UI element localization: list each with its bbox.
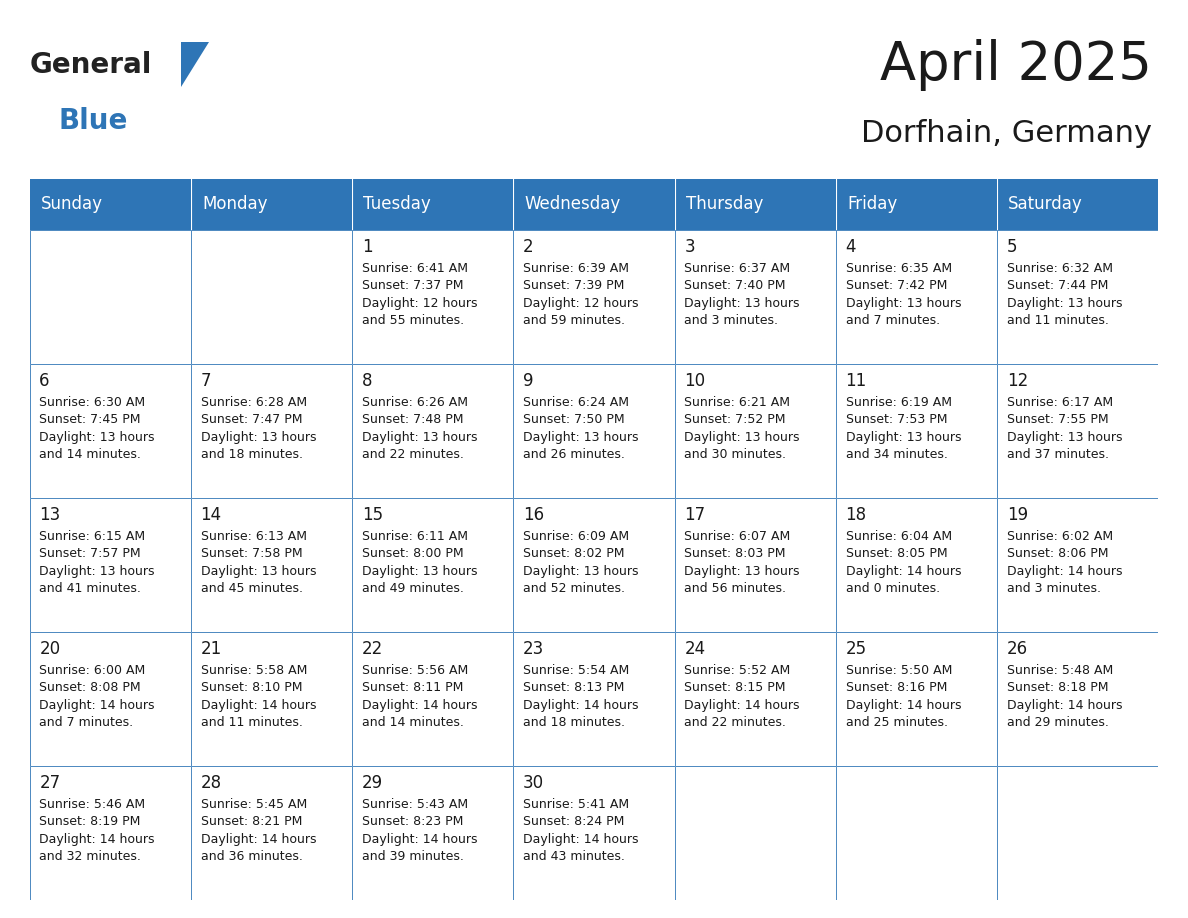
Text: 4: 4 (846, 238, 857, 255)
Text: 14: 14 (201, 506, 222, 523)
Text: 10: 10 (684, 372, 706, 389)
Text: Sunrise: 6:00 AM
Sunset: 8:08 PM
Daylight: 14 hours
and 7 minutes.: Sunrise: 6:00 AM Sunset: 8:08 PM Dayligh… (39, 664, 154, 729)
Text: Sunrise: 5:48 AM
Sunset: 8:18 PM
Daylight: 14 hours
and 29 minutes.: Sunrise: 5:48 AM Sunset: 8:18 PM Dayligh… (1006, 664, 1123, 729)
Text: Sunrise: 6:30 AM
Sunset: 7:45 PM
Daylight: 13 hours
and 14 minutes.: Sunrise: 6:30 AM Sunset: 7:45 PM Dayligh… (39, 396, 154, 461)
Text: Friday: Friday (847, 196, 897, 213)
Text: Sunrise: 6:39 AM
Sunset: 7:39 PM
Daylight: 12 hours
and 59 minutes.: Sunrise: 6:39 AM Sunset: 7:39 PM Dayligh… (523, 262, 639, 327)
Text: Sunrise: 6:09 AM
Sunset: 8:02 PM
Daylight: 13 hours
and 52 minutes.: Sunrise: 6:09 AM Sunset: 8:02 PM Dayligh… (523, 530, 639, 595)
Text: 17: 17 (684, 506, 706, 523)
Text: Wednesday: Wednesday (525, 196, 621, 213)
Text: 2: 2 (523, 238, 533, 255)
Text: Sunrise: 6:13 AM
Sunset: 7:58 PM
Daylight: 13 hours
and 45 minutes.: Sunrise: 6:13 AM Sunset: 7:58 PM Dayligh… (201, 530, 316, 595)
Text: Sunrise: 5:58 AM
Sunset: 8:10 PM
Daylight: 14 hours
and 11 minutes.: Sunrise: 5:58 AM Sunset: 8:10 PM Dayligh… (201, 664, 316, 729)
Text: Sunrise: 6:07 AM
Sunset: 8:03 PM
Daylight: 13 hours
and 56 minutes.: Sunrise: 6:07 AM Sunset: 8:03 PM Dayligh… (684, 530, 800, 595)
Text: 13: 13 (39, 506, 61, 523)
Polygon shape (181, 42, 209, 87)
Text: 23: 23 (523, 640, 544, 657)
Text: 8: 8 (362, 372, 372, 389)
Text: Sunrise: 6:28 AM
Sunset: 7:47 PM
Daylight: 13 hours
and 18 minutes.: Sunrise: 6:28 AM Sunset: 7:47 PM Dayligh… (201, 396, 316, 461)
Text: 30: 30 (523, 774, 544, 791)
Text: April 2025: April 2025 (880, 39, 1152, 92)
Text: Saturday: Saturday (1009, 196, 1083, 213)
Text: Sunday: Sunday (40, 196, 103, 213)
Text: 20: 20 (39, 640, 61, 657)
Text: 26: 26 (1006, 640, 1028, 657)
Text: Sunrise: 6:24 AM
Sunset: 7:50 PM
Daylight: 13 hours
and 26 minutes.: Sunrise: 6:24 AM Sunset: 7:50 PM Dayligh… (523, 396, 639, 461)
Text: General: General (30, 50, 152, 79)
Text: Sunrise: 6:11 AM
Sunset: 8:00 PM
Daylight: 13 hours
and 49 minutes.: Sunrise: 6:11 AM Sunset: 8:00 PM Dayligh… (362, 530, 478, 595)
Text: 12: 12 (1006, 372, 1028, 389)
Text: 21: 21 (201, 640, 222, 657)
Text: Sunrise: 5:54 AM
Sunset: 8:13 PM
Daylight: 14 hours
and 18 minutes.: Sunrise: 5:54 AM Sunset: 8:13 PM Dayligh… (523, 664, 639, 729)
Text: 22: 22 (362, 640, 383, 657)
Text: 24: 24 (684, 640, 706, 657)
Text: 28: 28 (201, 774, 222, 791)
Text: 7: 7 (201, 372, 211, 389)
Text: Blue: Blue (58, 106, 127, 135)
Text: Sunrise: 5:45 AM
Sunset: 8:21 PM
Daylight: 14 hours
and 36 minutes.: Sunrise: 5:45 AM Sunset: 8:21 PM Dayligh… (201, 798, 316, 863)
Text: Sunrise: 6:37 AM
Sunset: 7:40 PM
Daylight: 13 hours
and 3 minutes.: Sunrise: 6:37 AM Sunset: 7:40 PM Dayligh… (684, 262, 800, 327)
Text: 11: 11 (846, 372, 867, 389)
Text: 19: 19 (1006, 506, 1028, 523)
Text: Sunrise: 5:46 AM
Sunset: 8:19 PM
Daylight: 14 hours
and 32 minutes.: Sunrise: 5:46 AM Sunset: 8:19 PM Dayligh… (39, 798, 154, 863)
Text: Sunrise: 5:50 AM
Sunset: 8:16 PM
Daylight: 14 hours
and 25 minutes.: Sunrise: 5:50 AM Sunset: 8:16 PM Dayligh… (846, 664, 961, 729)
Text: 29: 29 (362, 774, 383, 791)
Text: 15: 15 (362, 506, 383, 523)
Text: 6: 6 (39, 372, 50, 389)
Text: 9: 9 (523, 372, 533, 389)
Text: 3: 3 (684, 238, 695, 255)
Text: Sunrise: 6:41 AM
Sunset: 7:37 PM
Daylight: 12 hours
and 55 minutes.: Sunrise: 6:41 AM Sunset: 7:37 PM Dayligh… (362, 262, 478, 327)
Text: 5: 5 (1006, 238, 1017, 255)
Text: Sunrise: 6:17 AM
Sunset: 7:55 PM
Daylight: 13 hours
and 37 minutes.: Sunrise: 6:17 AM Sunset: 7:55 PM Dayligh… (1006, 396, 1123, 461)
Text: Monday: Monday (202, 196, 267, 213)
Text: Tuesday: Tuesday (364, 196, 431, 213)
Text: Thursday: Thursday (685, 196, 763, 213)
Text: Sunrise: 6:26 AM
Sunset: 7:48 PM
Daylight: 13 hours
and 22 minutes.: Sunrise: 6:26 AM Sunset: 7:48 PM Dayligh… (362, 396, 478, 461)
Text: 18: 18 (846, 506, 866, 523)
Text: Sunrise: 6:19 AM
Sunset: 7:53 PM
Daylight: 13 hours
and 34 minutes.: Sunrise: 6:19 AM Sunset: 7:53 PM Dayligh… (846, 396, 961, 461)
Text: Sunrise: 5:43 AM
Sunset: 8:23 PM
Daylight: 14 hours
and 39 minutes.: Sunrise: 5:43 AM Sunset: 8:23 PM Dayligh… (362, 798, 478, 863)
Text: Sunrise: 6:35 AM
Sunset: 7:42 PM
Daylight: 13 hours
and 7 minutes.: Sunrise: 6:35 AM Sunset: 7:42 PM Dayligh… (846, 262, 961, 327)
Text: 1: 1 (362, 238, 373, 255)
Text: Dorfhain, Germany: Dorfhain, Germany (861, 119, 1152, 148)
Text: Sunrise: 6:15 AM
Sunset: 7:57 PM
Daylight: 13 hours
and 41 minutes.: Sunrise: 6:15 AM Sunset: 7:57 PM Dayligh… (39, 530, 154, 595)
Text: 27: 27 (39, 774, 61, 791)
Text: 16: 16 (523, 506, 544, 523)
Text: Sunrise: 5:56 AM
Sunset: 8:11 PM
Daylight: 14 hours
and 14 minutes.: Sunrise: 5:56 AM Sunset: 8:11 PM Dayligh… (362, 664, 478, 729)
Text: Sunrise: 6:02 AM
Sunset: 8:06 PM
Daylight: 14 hours
and 3 minutes.: Sunrise: 6:02 AM Sunset: 8:06 PM Dayligh… (1006, 530, 1123, 595)
Text: 25: 25 (846, 640, 866, 657)
Text: Sunrise: 6:32 AM
Sunset: 7:44 PM
Daylight: 13 hours
and 11 minutes.: Sunrise: 6:32 AM Sunset: 7:44 PM Dayligh… (1006, 262, 1123, 327)
Text: Sunrise: 6:21 AM
Sunset: 7:52 PM
Daylight: 13 hours
and 30 minutes.: Sunrise: 6:21 AM Sunset: 7:52 PM Dayligh… (684, 396, 800, 461)
Text: Sunrise: 6:04 AM
Sunset: 8:05 PM
Daylight: 14 hours
and 0 minutes.: Sunrise: 6:04 AM Sunset: 8:05 PM Dayligh… (846, 530, 961, 595)
Text: Sunrise: 5:52 AM
Sunset: 8:15 PM
Daylight: 14 hours
and 22 minutes.: Sunrise: 5:52 AM Sunset: 8:15 PM Dayligh… (684, 664, 800, 729)
Text: Sunrise: 5:41 AM
Sunset: 8:24 PM
Daylight: 14 hours
and 43 minutes.: Sunrise: 5:41 AM Sunset: 8:24 PM Dayligh… (523, 798, 639, 863)
